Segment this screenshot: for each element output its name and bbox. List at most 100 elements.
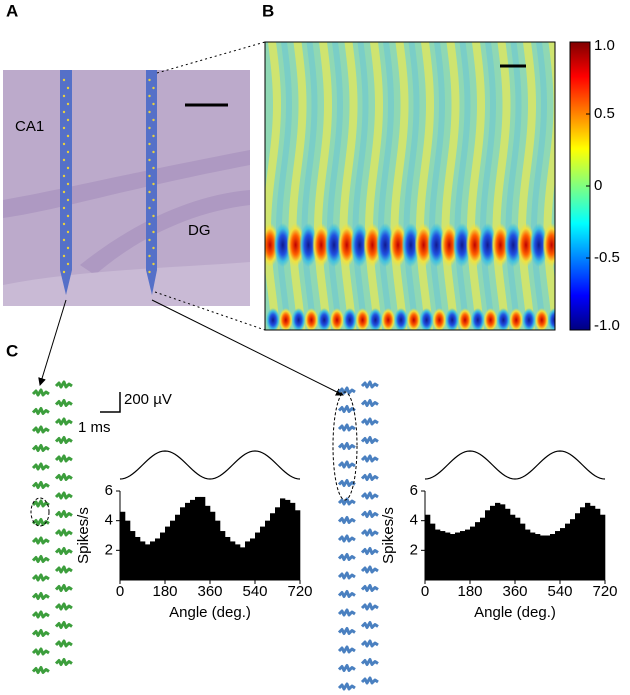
bar <box>275 507 281 580</box>
electrode-site <box>152 262 155 266</box>
heatmap-stripe <box>480 42 496 330</box>
bar <box>535 534 541 580</box>
heatmap-stripe <box>339 42 358 330</box>
bar <box>565 523 571 580</box>
bar <box>195 496 201 580</box>
waveform <box>360 454 379 463</box>
panel-label: C <box>6 341 18 360</box>
zoom-line <box>156 41 266 74</box>
waveform <box>31 555 50 563</box>
heatmap-blob <box>342 308 357 330</box>
bar <box>455 532 461 580</box>
heatmap-blob <box>547 308 555 330</box>
heatmap-blob <box>401 223 420 267</box>
bar <box>230 541 236 580</box>
heatmap-blob <box>509 308 524 330</box>
bar <box>590 505 596 580</box>
spike-waveforms <box>31 380 379 691</box>
phase-sine <box>424 450 606 480</box>
heatmap-blob <box>470 308 485 330</box>
bar <box>475 522 481 580</box>
heatmap-blob <box>458 308 472 330</box>
bar <box>130 531 136 580</box>
bar <box>570 519 576 580</box>
heatmap-blob <box>427 223 446 267</box>
y-axis-label: Spikes/s <box>75 507 92 564</box>
waveform <box>54 621 73 629</box>
bar <box>200 496 206 580</box>
waveform <box>54 602 73 611</box>
waveform <box>360 436 379 444</box>
bar <box>435 529 441 580</box>
heatmap-stripe <box>403 42 420 330</box>
heatmap-stripe <box>505 42 522 330</box>
waveform <box>31 444 50 452</box>
bar <box>225 536 231 580</box>
electrode-site <box>66 262 70 266</box>
bar <box>190 499 196 580</box>
waveform <box>360 602 379 611</box>
electrode-site <box>66 230 70 234</box>
heatmap-stripe <box>467 42 485 330</box>
heatmap-blob <box>496 308 511 330</box>
heatmap-blob <box>542 223 555 267</box>
bar <box>555 531 561 580</box>
heatmap-blob <box>534 308 549 330</box>
heatmap-stripe <box>352 42 369 330</box>
selection-ellipse <box>30 497 50 527</box>
panel-label: A <box>6 1 18 20</box>
bar <box>515 517 521 580</box>
waveform <box>54 565 73 574</box>
heatmap-blob <box>483 308 498 330</box>
waveform <box>337 682 356 691</box>
waveform <box>31 407 50 415</box>
heatmap-stripe <box>365 42 383 330</box>
heatmap-blob <box>478 223 497 267</box>
electrode-site <box>66 198 70 202</box>
electrode-site <box>62 238 66 242</box>
electrode-site <box>148 110 151 114</box>
bar <box>270 513 276 580</box>
heatmap-blob <box>419 308 434 330</box>
waveform <box>337 571 356 580</box>
heatmap-stripe <box>454 42 471 330</box>
heatmap-stripe <box>265 42 281 330</box>
waveform <box>31 573 50 582</box>
region-label: DG <box>188 222 211 239</box>
bar <box>560 528 566 580</box>
bar <box>265 520 271 580</box>
electrode-site <box>152 86 155 90</box>
bar <box>235 544 241 580</box>
waveform <box>360 417 379 426</box>
waveform <box>337 664 356 672</box>
waveform <box>337 479 356 487</box>
heatmap-stripe <box>276 42 292 330</box>
waveform <box>337 405 356 413</box>
bar <box>495 502 501 580</box>
heatmap-blob <box>465 223 484 267</box>
zoom-line <box>154 291 266 331</box>
bar <box>585 502 591 580</box>
heatmap-blob <box>504 223 523 267</box>
waveform <box>337 590 356 598</box>
electrode-site <box>62 110 66 114</box>
waveform <box>337 553 356 561</box>
bar <box>220 531 226 580</box>
panel-label: B <box>262 1 274 20</box>
probe-shank <box>60 70 72 295</box>
bar <box>160 532 166 580</box>
electrode-site <box>152 150 155 154</box>
electrode-site <box>148 206 151 210</box>
electrode-site <box>152 198 155 202</box>
waveform <box>54 454 73 463</box>
waveform <box>337 386 356 395</box>
electrode-site <box>148 142 151 146</box>
y-tick-label: 2 <box>410 541 418 558</box>
electrode-site <box>152 182 155 186</box>
electrode-site <box>66 118 70 122</box>
bar <box>510 514 516 580</box>
electrode-sites <box>62 78 155 274</box>
electrode-site <box>62 206 66 210</box>
bar <box>245 541 251 580</box>
electrode-site <box>148 174 151 178</box>
